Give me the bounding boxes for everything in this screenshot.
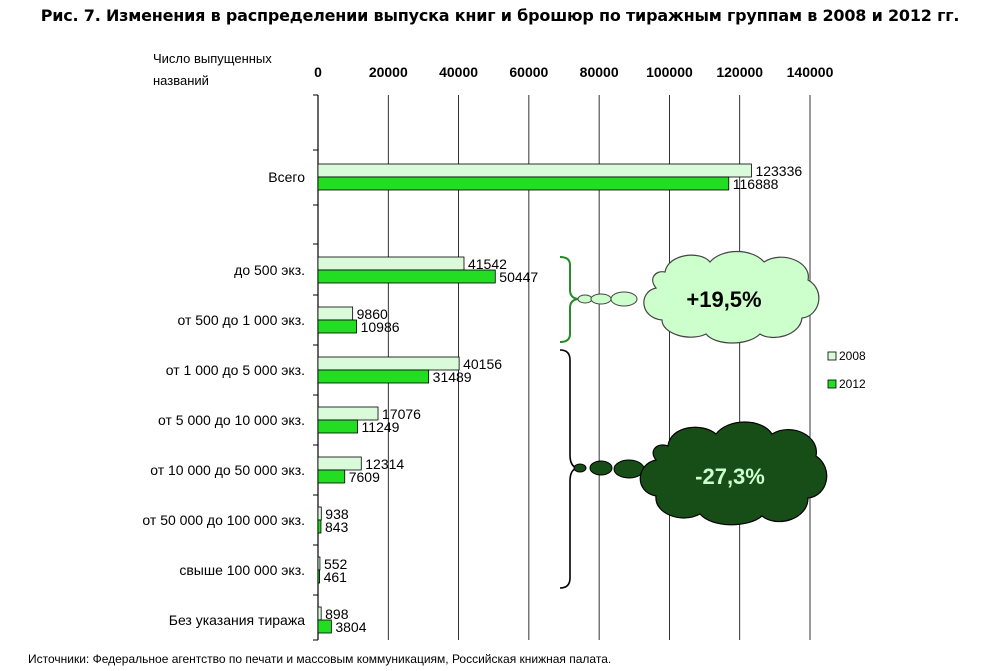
legend-label-2008: 2008 [839,349,866,363]
source-note: Источники: Федеральное агентство по печа… [28,652,612,666]
x-tick-label: 80000 [580,64,619,80]
x-tick-label: 140000 [787,64,834,80]
legend-swatch-2012 [827,379,837,389]
category-label: от 500 до 1 000 экз. [177,312,305,328]
annotation-increase: +19,5% [686,287,761,312]
bar-2012 [317,469,346,484]
bar-2012 [317,419,358,434]
data-label-2008: 41542 [468,256,507,272]
bar-2008 [317,606,322,621]
bar-2012 [317,569,321,584]
bar-2012 [317,619,332,634]
bar-2008 [317,306,354,321]
data-label-2008: 552 [324,556,348,572]
legend-label-2012: 2012 [839,377,866,391]
bar-2012 [317,269,496,284]
data-label-2008: 123336 [755,163,802,179]
bar-2008 [317,163,752,178]
data-label-2012: 50447 [499,269,538,285]
bars [317,163,752,634]
data-label-2012: 31489 [433,369,472,385]
category-labels: Всего до 500 экз. от 500 до 1 000 экз. от 1… [142,169,305,628]
x-tick-label: 0 [314,64,322,80]
chart-title: Рис. 7. Изменения в распределении выпуск… [40,6,960,25]
x-tick-label: 40000 [439,64,478,80]
bar-2012 [317,176,730,191]
bar-2008 [317,556,321,571]
data-label-2008: 17076 [382,406,421,422]
data-label-2012: 7609 [349,469,380,485]
category-label: до 500 экз. [234,262,305,278]
thought-cloud-dark: -27,3% [573,421,828,526]
data-label-2008: 12314 [365,456,404,472]
x-tick-label: 100000 [646,64,693,80]
category-label: Без указания тиража [169,612,305,628]
x-axis-ticks: 0 20000 40000 60000 80000 100000 120000 140000 [314,64,833,80]
data-label-2008: 898 [325,606,349,622]
data-label-2012: 843 [325,519,349,535]
data-label-2012: 461 [324,569,348,585]
category-label: Всего [268,169,305,185]
bar-2012 [317,319,358,334]
bar-2008 [317,506,322,521]
thought-cloud-light: +19,5% [577,251,820,344]
x-tick-label: 60000 [509,64,548,80]
brace-top [559,256,579,343]
category-label: от 10 000 до 50 000 экз. [150,462,305,478]
data-label-2012: 10986 [361,319,400,335]
y-axis-title-line2: названий [153,73,209,88]
annotation-decrease: -27,3% [695,464,765,489]
category-label: от 50 000 до 100 000 экз. [142,512,305,528]
data-label-2012: 11249 [362,419,400,435]
bar-2012 [317,519,322,534]
data-label-2008: 938 [325,506,349,522]
bar-2008 [317,256,465,271]
x-tick-label: 20000 [369,64,408,80]
data-label-2008: 9860 [357,306,388,322]
legend-swatch-2008 [827,351,837,361]
x-tick-label: 120000 [716,64,763,80]
data-label-2008: 40156 [463,356,502,372]
category-label: от 1 000 до 5 000 экз. [166,362,305,378]
legend: 2008 2012 [821,343,881,397]
y-axis-title-line1: Число выпущенных [153,51,272,66]
category-label: свыше 100 000 экз. [179,562,305,578]
data-label-2012: 3804 [335,619,366,635]
bar-2012 [317,369,430,384]
category-label: от 5 000 до 10 000 экз. [158,412,305,428]
data-label-2012: 116888 [733,176,779,192]
